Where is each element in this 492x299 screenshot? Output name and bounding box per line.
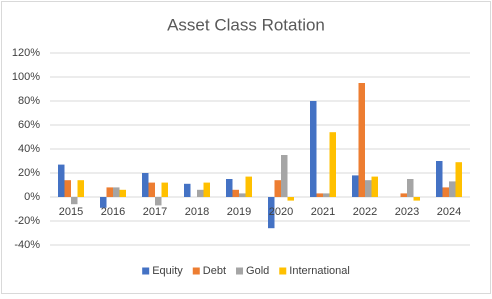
y-tick-label: 120% bbox=[12, 47, 40, 59]
legend-label: International bbox=[289, 265, 350, 277]
bar bbox=[323, 193, 330, 197]
legend-swatch bbox=[142, 267, 150, 275]
x-tick-label: 2016 bbox=[101, 206, 125, 218]
x-tick-label: 2021 bbox=[311, 206, 335, 218]
bar bbox=[310, 101, 317, 197]
bar bbox=[245, 176, 252, 197]
bar bbox=[358, 83, 365, 197]
x-tick-label: 2022 bbox=[353, 206, 377, 218]
y-tick-label: 100% bbox=[12, 71, 40, 83]
chart-border bbox=[1, 1, 491, 294]
bar bbox=[413, 197, 420, 201]
legend-swatch bbox=[279, 267, 287, 275]
bar bbox=[436, 161, 443, 197]
bar bbox=[71, 197, 78, 205]
legend-label: Equity bbox=[152, 265, 183, 277]
bar bbox=[268, 197, 275, 229]
y-tick-label: 80% bbox=[18, 95, 40, 107]
bar bbox=[365, 180, 372, 197]
x-tick-label: 2023 bbox=[395, 206, 419, 218]
y-tick-label: 20% bbox=[18, 167, 40, 179]
bar bbox=[400, 193, 407, 197]
bar bbox=[119, 189, 126, 197]
bar bbox=[281, 155, 288, 197]
y-tick-label: 40% bbox=[18, 143, 40, 155]
bar bbox=[232, 189, 239, 197]
bar bbox=[203, 182, 210, 197]
bar bbox=[142, 173, 149, 197]
y-tick-label: -40% bbox=[14, 239, 40, 251]
bar bbox=[161, 182, 168, 197]
bar bbox=[442, 187, 449, 197]
bar bbox=[58, 164, 65, 197]
y-tick-label: 0% bbox=[24, 191, 40, 203]
bar bbox=[226, 179, 233, 197]
bar bbox=[77, 180, 84, 197]
chart-title: Asset Class Rotation bbox=[167, 15, 325, 34]
bar bbox=[455, 162, 462, 197]
bar bbox=[106, 187, 113, 197]
x-tick-label: 2017 bbox=[143, 206, 167, 218]
legend-swatch bbox=[192, 267, 200, 275]
bar bbox=[371, 176, 378, 197]
bar bbox=[148, 182, 155, 197]
legend-swatch bbox=[236, 267, 244, 275]
x-tick-label: 2015 bbox=[59, 206, 83, 218]
y-tick-label: -20% bbox=[14, 215, 40, 227]
bar bbox=[113, 187, 120, 197]
bar bbox=[197, 189, 204, 197]
x-tick-label: 2018 bbox=[185, 206, 209, 218]
bar bbox=[64, 180, 71, 197]
legend-label: Gold bbox=[246, 265, 269, 277]
x-tick-label: 2024 bbox=[437, 206, 461, 218]
bar bbox=[239, 193, 246, 197]
bar bbox=[287, 197, 294, 201]
bar bbox=[407, 179, 414, 197]
x-tick-label: 2020 bbox=[269, 206, 293, 218]
bar bbox=[274, 180, 281, 197]
bar bbox=[329, 132, 336, 197]
bar bbox=[352, 175, 359, 197]
y-tick-label: 60% bbox=[18, 119, 40, 131]
bar bbox=[316, 193, 323, 197]
bar bbox=[449, 181, 456, 197]
bar bbox=[100, 197, 107, 208]
bar bbox=[184, 183, 191, 197]
legend-label: Debt bbox=[203, 265, 226, 277]
bar bbox=[155, 197, 162, 206]
x-tick-label: 2019 bbox=[227, 206, 251, 218]
